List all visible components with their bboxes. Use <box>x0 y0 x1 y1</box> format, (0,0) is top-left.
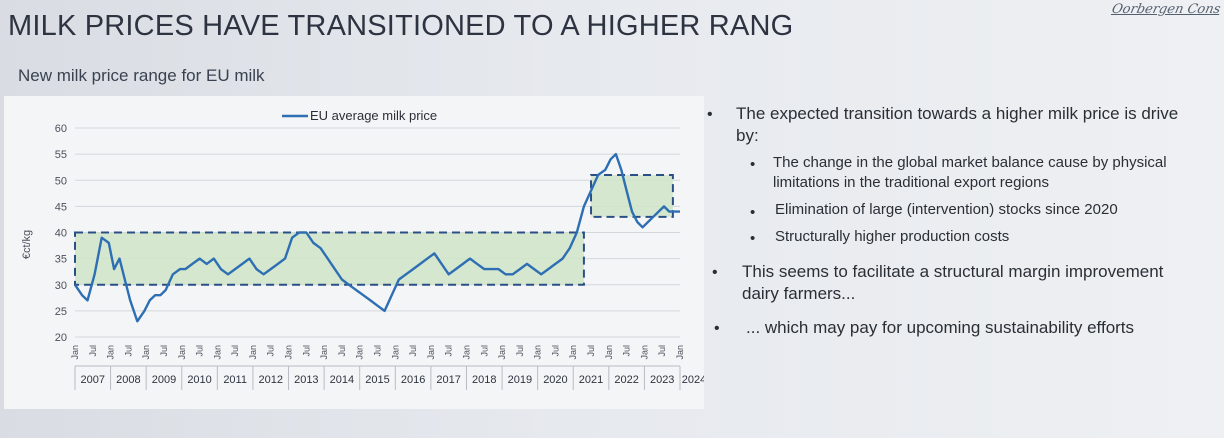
x-month-tick-label: Jul <box>657 345 667 357</box>
bullet-dot: • <box>707 106 713 123</box>
x-month-tick-label: Jul <box>408 345 418 357</box>
x-year-label: 2024 <box>682 374 704 386</box>
x-month-tick-label: Jan <box>284 345 294 360</box>
x-month-tick-label: Jul <box>301 345 311 357</box>
x-year-label: 2014 <box>330 374 354 386</box>
sub-bullet-3: Structurally higher production costs <box>775 228 1010 245</box>
x-month-tick-label: Jan <box>675 345 685 360</box>
bullet-2-line-1: This seems to facilitate a structural ma… <box>742 262 1164 281</box>
slide-title: MILK PRICES HAVE TRANSITIONED TO A HIGHE… <box>8 10 794 42</box>
y-tick-label: 35 <box>55 254 67 266</box>
milk-price-chart: 20 25 30 35 40 45 50 55 60 €ct/kg EU average milk … <box>21 108 704 390</box>
x-year-label: 2017 <box>436 374 460 386</box>
bullet-1-line-2: by: <box>736 126 759 145</box>
x-month-tick-label: Jan <box>497 345 507 360</box>
x-month-tick-label: Jan <box>390 345 400 360</box>
x-month-tick-label: Jan <box>533 345 543 360</box>
y-tick-label: 25 <box>55 306 67 318</box>
bullet-dot: • <box>714 320 720 337</box>
x-year-label: 2007 <box>81 374 105 386</box>
company-logo: Oorbergen Cons <box>1110 2 1222 17</box>
x-month-tick-label: Jul <box>88 345 98 357</box>
y-tick-label: 50 <box>55 175 67 187</box>
x-month-tick-label: Jul <box>586 345 596 357</box>
y-axis-label: €ct/kg <box>21 230 33 259</box>
x-year-label: 2009 <box>152 374 176 386</box>
x-month-tick-label: Jul <box>373 345 383 357</box>
bullet-dot: • <box>712 264 718 281</box>
bullet-3: ... which may pay for upcoming sustainab… <box>746 318 1135 337</box>
x-year-label: 2010 <box>187 374 211 386</box>
x-year-label: 2012 <box>258 374 282 386</box>
sub-bullet-dot: • <box>750 204 756 221</box>
x-year-label: 2008 <box>116 374 140 386</box>
x-month-tick-label: Jul <box>550 345 560 357</box>
series-line <box>74 152 680 323</box>
bullet-1-line-1: The expected transition towards a higher… <box>736 104 1179 123</box>
x-month-tick-label: Jan <box>604 345 614 360</box>
x-month-tick-label: Jan <box>141 345 151 360</box>
x-month-tick-label: Jul <box>515 345 525 357</box>
x-month-tick-label: Jul <box>479 345 489 357</box>
x-month-tick-label: Jan <box>106 345 116 360</box>
x-year-label: 2020 <box>543 374 567 386</box>
x-month-tick-label: Jan <box>568 345 578 360</box>
x-month-tick-label: Jul <box>266 345 276 357</box>
price-range-box <box>74 231 585 286</box>
y-tick-label: 55 <box>55 149 67 161</box>
x-month-tick-label: Jul <box>159 345 169 357</box>
x-year-label: 2011 <box>223 374 247 386</box>
y-tick-label: 20 <box>55 332 67 344</box>
y-tick-label: 45 <box>55 201 67 213</box>
x-year-label: 2016 <box>401 374 425 386</box>
x-month-tick-label: Jan <box>461 345 471 360</box>
x-month-tick-label: Jul <box>444 345 454 357</box>
x-year-label: 2013 <box>294 374 318 386</box>
chart-panel: 20 25 30 35 40 45 50 55 60 €ct/kg EU average milk … <box>4 96 704 409</box>
sub-bullet-2: Elimination of large (intervention) stoc… <box>775 201 1118 218</box>
bullet-2-line-2: dairy farmers... <box>742 284 856 303</box>
x-month-tick-label: Jan <box>319 345 329 360</box>
x-month-tick-label: Jul <box>123 345 133 357</box>
y-tick-label: 30 <box>55 280 67 292</box>
x-month-tick-label: Jan <box>639 345 649 360</box>
x-year-label: 2018 <box>472 374 496 386</box>
x-year-label: 2022 <box>614 374 638 386</box>
x-month-tick-label: Jul <box>230 345 240 357</box>
sub-bullet-dot: • <box>750 156 756 173</box>
x-month-tick-label: Jan <box>355 345 365 360</box>
x-year-label: 2015 <box>365 374 389 386</box>
x-month-tick-label: Jan <box>248 345 258 360</box>
sub-bullet-1-line-2: limitations in the traditional export re… <box>773 174 1049 191</box>
x-month-tick-label: Jan <box>426 345 436 360</box>
x-month-tick-label: Jul <box>195 345 205 357</box>
x-month-tick-label: Jul <box>622 345 632 357</box>
chart-subtitle: New milk price range for EU milk <box>18 66 265 85</box>
sub-bullet-1-line-1: The change in the global market balance … <box>773 154 1167 171</box>
x-year-label: 2023 <box>650 374 674 386</box>
y-tick-label: 40 <box>55 228 67 240</box>
sub-bullet-dot: • <box>750 230 756 247</box>
legend-label: EU average milk price <box>310 108 437 123</box>
x-month-tick-label: Jan <box>177 345 187 360</box>
y-tick-label: 60 <box>55 123 67 135</box>
x-year-label: 2019 <box>508 374 532 386</box>
x-month-tick-label: Jul <box>337 345 347 357</box>
x-month-tick-label: Jan <box>212 345 222 360</box>
x-month-tick-label: Jan <box>70 345 80 360</box>
x-year-label: 2021 <box>579 374 603 386</box>
